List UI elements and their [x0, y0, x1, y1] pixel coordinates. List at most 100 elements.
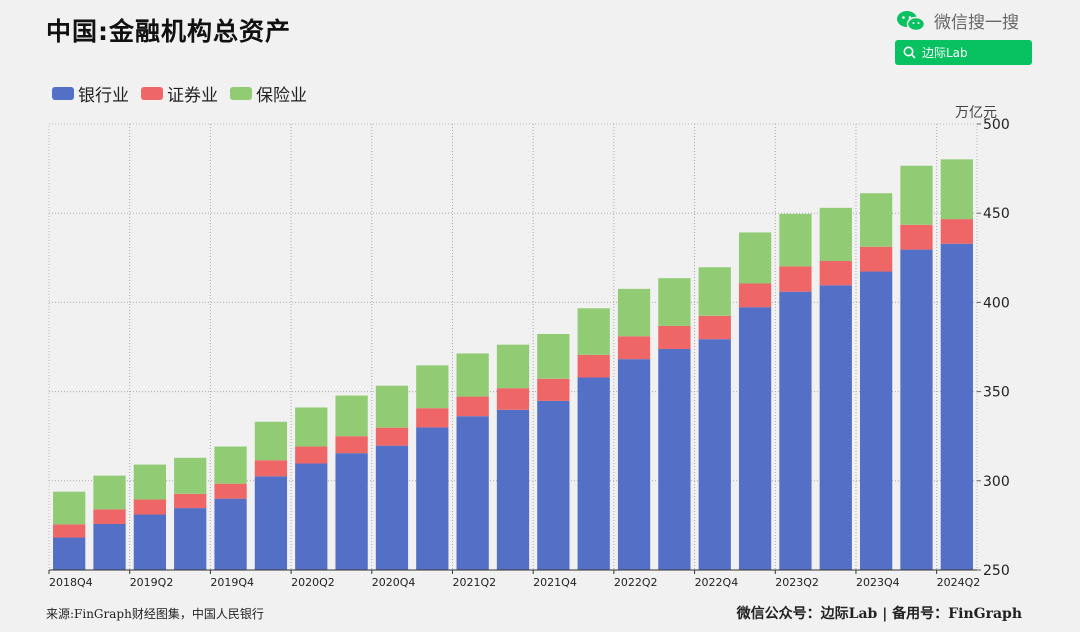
x-tick-label: 2022Q2	[614, 576, 658, 589]
x-tick-label: 2020Q2	[291, 576, 335, 589]
bar-bank-2020Q1	[254, 476, 288, 570]
legend-swatch-securities	[141, 87, 163, 100]
bar-insurance-2019Q2	[133, 464, 167, 500]
y-tick-label: 350	[983, 385, 1010, 401]
bar-insurance-2021Q2	[456, 353, 489, 397]
chart-title: 中国:金融机构总资产	[46, 17, 291, 46]
x-tick-label: 2018Q4	[49, 576, 93, 589]
search-icon	[903, 46, 916, 59]
y-tick-label: 400	[983, 295, 1010, 311]
y-tick-label: 450	[983, 206, 1010, 222]
bar-bank-2021Q2	[456, 416, 489, 570]
x-tick-label: 2023Q2	[775, 576, 819, 589]
source-note: 来源:FinGraph财经图集，中国人民银行	[46, 607, 264, 621]
bar-insurance-2019Q4	[214, 446, 247, 484]
x-tick-label: 2019Q2	[130, 576, 174, 589]
bar-insurance-2021Q3	[496, 344, 530, 389]
bar-insurance-2022Q4	[698, 267, 731, 316]
bar-securities-2021Q4	[537, 378, 570, 401]
x-tick-label: 2021Q4	[533, 576, 577, 589]
bar-securities-2024Q2	[940, 219, 973, 244]
bar-bank-2021Q4	[537, 400, 570, 570]
bar-insurance-2021Q1	[416, 365, 449, 409]
bar-insurance-2022Q3	[658, 278, 691, 326]
bar-bank-2019Q1	[93, 523, 126, 570]
wechat-search-text: 微信搜一搜	[934, 13, 1019, 33]
bar-bank-2022Q1	[577, 377, 610, 570]
y-axis-unit: 万亿元	[955, 105, 997, 121]
legend-label-securities: 证券业	[167, 86, 218, 106]
bar-securities-2022Q4	[698, 315, 731, 340]
bar-bank-2023Q2	[779, 291, 812, 570]
bar-insurance-2023Q2	[779, 213, 812, 267]
legend-item-securities[interactable]: 证券业	[141, 81, 218, 106]
legend-item-insurance[interactable]: 保险业	[230, 81, 307, 106]
legend: 银行业 证券业 保险业	[52, 81, 319, 106]
bar-insurance-2019Q3	[174, 457, 207, 494]
bar-bank-2022Q3	[658, 348, 691, 570]
bar-bank-2021Q1	[416, 427, 449, 570]
bar-insurance-2023Q1	[738, 232, 772, 284]
legend-swatch-insurance	[230, 87, 252, 100]
bar-securities-2021Q1	[416, 408, 449, 428]
legend-label-insurance: 保险业	[256, 86, 307, 106]
bar-bank-2023Q4	[859, 271, 893, 570]
bar-bank-2020Q4	[375, 445, 409, 570]
bar-insurance-2020Q3	[335, 395, 368, 437]
bar-bank-2022Q2	[617, 359, 651, 570]
bar-securities-2018Q4	[53, 524, 86, 538]
y-tick-label: 500	[983, 117, 1010, 133]
bar-bank-2019Q4	[214, 498, 247, 570]
bar-securities-2023Q1	[738, 283, 772, 308]
bar-securities-2021Q3	[496, 388, 530, 410]
x-tick-label: 2021Q2	[452, 576, 496, 589]
bar-securities-2020Q3	[335, 436, 368, 454]
bar-insurance-2024Q1	[900, 165, 933, 225]
bar-securities-2023Q3	[819, 261, 852, 286]
x-tick-label: 2023Q4	[856, 576, 900, 589]
bar-insurance-2021Q4	[537, 333, 570, 379]
wechat-logo-icon	[897, 10, 926, 31]
bar-securities-2022Q3	[658, 325, 691, 349]
bar-insurance-2018Q4	[53, 491, 86, 525]
bar-securities-2019Q4	[214, 483, 247, 499]
x-tick-label: 2019Q4	[210, 576, 254, 589]
bar-securities-2019Q3	[174, 493, 207, 509]
legend-swatch-bank	[52, 87, 74, 100]
bar-bank-2022Q4	[698, 339, 731, 570]
bar-insurance-2023Q4	[859, 193, 893, 247]
bar-bank-2023Q1	[738, 307, 772, 570]
bar-securities-2020Q4	[375, 427, 409, 446]
bar-securities-2019Q2	[133, 499, 167, 515]
search-button[interactable]: 边际Lab	[895, 40, 1032, 65]
bar-securities-2022Q2	[617, 336, 651, 360]
bar-insurance-2020Q2	[295, 407, 328, 447]
legend-label-bank: 银行业	[78, 86, 129, 106]
bar-securities-2021Q2	[456, 396, 489, 417]
search-button-label: 边际Lab	[922, 46, 968, 60]
bar-insurance-2024Q2	[940, 159, 973, 220]
bar-bank-2020Q2	[295, 463, 328, 570]
bar-insurance-2022Q1	[577, 308, 610, 355]
x-tick-label: 2022Q4	[695, 576, 739, 589]
bar-bank-2024Q1	[900, 249, 933, 570]
bar-securities-2020Q2	[295, 446, 328, 464]
bar-bank-2024Q2	[940, 243, 973, 570]
bar-bank-2019Q2	[133, 514, 167, 570]
bar-insurance-2019Q1	[93, 475, 126, 510]
y-tick-label: 300	[983, 474, 1010, 490]
bar-securities-2022Q1	[577, 354, 610, 378]
bar-securities-2023Q4	[859, 246, 893, 272]
bar-securities-2023Q2	[779, 266, 812, 292]
footer-account-info: 微信公众号：边际Lab | 备用号：FinGraph	[736, 606, 1022, 622]
x-tick-label: 2020Q4	[372, 576, 416, 589]
bar-securities-2024Q1	[900, 224, 933, 250]
bar-bank-2021Q3	[496, 409, 530, 570]
bar-insurance-2020Q4	[375, 385, 409, 428]
bar-bank-2020Q3	[335, 453, 368, 570]
bar-bank-2023Q3	[819, 285, 852, 570]
bar-securities-2019Q1	[93, 509, 126, 524]
y-tick-label: 250	[983, 563, 1010, 579]
bar-insurance-2023Q3	[819, 207, 852, 262]
legend-item-bank[interactable]: 银行业	[52, 81, 129, 106]
